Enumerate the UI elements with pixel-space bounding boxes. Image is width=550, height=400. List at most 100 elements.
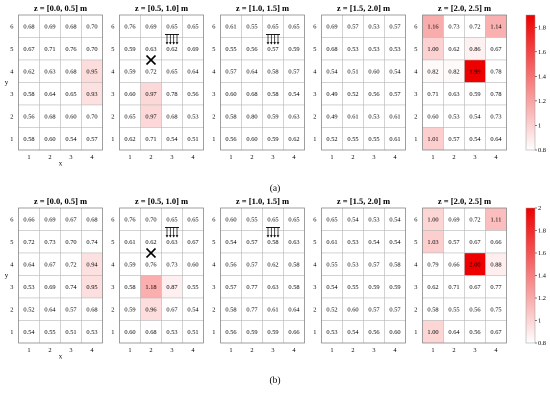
cell-value: 0.65 xyxy=(267,24,278,31)
cell-value: 0.77 xyxy=(490,284,502,291)
cell-value: 0.63 xyxy=(288,239,299,246)
cell-value: 0.61 xyxy=(347,114,358,121)
y-tick-label: 4 xyxy=(414,69,418,76)
x-tick-label: 1 xyxy=(128,154,131,161)
cell-value: 0.68 xyxy=(44,114,55,121)
cell-value: 0.54 xyxy=(326,69,338,76)
x-tick-label: 3 xyxy=(372,154,375,161)
cell-value: 0.56 xyxy=(23,114,34,121)
y-tick-label: 4 xyxy=(10,262,14,269)
cell-value: 0.68 xyxy=(166,114,177,121)
cell-value: 0.67 xyxy=(44,262,56,269)
cell-value: 1.14 xyxy=(490,24,502,31)
cell-value: 0.69 xyxy=(145,24,156,31)
cell-value: 0.67 xyxy=(490,329,502,336)
cell-value: 0.61 xyxy=(225,24,236,31)
panel-frame xyxy=(18,207,103,344)
cross-marker xyxy=(145,54,157,66)
cell-value: 0.70 xyxy=(145,217,156,224)
cell-value: 0.97 xyxy=(145,114,157,121)
colorbar-gradient xyxy=(525,207,536,344)
panel-title: z = [0.0, 0.5] m xyxy=(34,196,87,206)
cell-value: 0.53 xyxy=(347,46,358,53)
cell-value: 0.73 xyxy=(166,262,177,269)
y-tick-label: 3 xyxy=(111,91,114,98)
cell-value: 0.58 xyxy=(389,262,400,269)
cell-value: 0.72 xyxy=(65,262,76,269)
cell-value: 0.63 xyxy=(145,46,156,53)
x-tick-label: 4 xyxy=(393,347,397,354)
cell-value: 0.57 xyxy=(246,262,258,269)
y-tick-label: 6 xyxy=(313,217,316,224)
cell-value: 0.66 xyxy=(490,239,501,246)
cell-value: 0.60 xyxy=(225,217,236,224)
cell-value: 0.66 xyxy=(448,262,459,269)
x-axis-label: x xyxy=(59,353,63,361)
x-tick-label: 2 xyxy=(48,347,51,354)
cell-value: 0.55 xyxy=(44,329,55,336)
cell-value: 0.67 xyxy=(469,239,481,246)
cell-value: 0.54 xyxy=(389,217,401,224)
panel-title: z = [1.5, 2.0] m xyxy=(337,196,390,206)
x-tick-label: 2 xyxy=(452,154,455,161)
x-tick-label: 1 xyxy=(27,154,30,161)
cell-value: 0.69 xyxy=(448,217,459,224)
cell-value: 0.70 xyxy=(65,239,76,246)
cell-value: 0.56 xyxy=(246,46,257,53)
x-tick-label: 1 xyxy=(229,347,232,354)
cell-value: 0.54 xyxy=(347,217,359,224)
cell-value: 1.99 xyxy=(469,69,480,76)
cell-value: 0.62 xyxy=(166,46,177,53)
y-tick-label: 3 xyxy=(313,284,316,291)
cell-value: 0.56 xyxy=(368,329,379,336)
x-tick-label: 2 xyxy=(351,347,354,354)
cell-value: 0.56 xyxy=(469,329,480,336)
y-tick-label: 3 xyxy=(212,91,215,98)
cell-value: 0.64 xyxy=(246,69,258,76)
y-tick-label: 4 xyxy=(10,69,14,76)
x-tick-label: 2 xyxy=(452,347,455,354)
colorbar: 0.8 1 1.2 1.4 1.6 1.8 xyxy=(525,14,547,154)
cell-value: 1.00 xyxy=(427,217,438,224)
cell-value: 0.68 xyxy=(326,46,337,53)
x-tick-label: 1 xyxy=(330,347,333,354)
cell-value: 0.57 xyxy=(225,69,237,76)
x-axis-label: x xyxy=(59,160,63,168)
panel-frame xyxy=(422,14,507,151)
subfigure-caption: (b) xyxy=(269,375,280,386)
colorbar-gradient xyxy=(525,14,536,151)
colorbar-tick-label: 1.4 xyxy=(538,273,547,280)
cell-value: 0.68 xyxy=(246,91,257,98)
colorbar-tick-label: 1 xyxy=(538,318,541,325)
cell-value: 0.54 xyxy=(389,69,401,76)
cell-value: 0.69 xyxy=(44,284,55,291)
cell-value: 0.59 xyxy=(469,91,480,98)
cell-value: 0.58 xyxy=(288,284,299,291)
y-tick-label: 2 xyxy=(10,114,13,121)
subfigure-a: z = [0.0, 0.5] m 0.68 0.69 0.68 0.70 0.67 0.71… xyxy=(5,3,547,194)
cell-value: 0.96 xyxy=(145,307,156,314)
y-tick-label: 4 xyxy=(212,69,216,76)
cell-value: 0.82 xyxy=(427,69,438,76)
cell-value: 0.69 xyxy=(326,24,337,31)
x-tick-label: 2 xyxy=(149,154,152,161)
cell-value: 0.71 xyxy=(145,136,156,143)
cell-value: 0.55 xyxy=(187,284,198,291)
cell-value: 1.18 xyxy=(145,284,156,291)
cell-value: 0.57 xyxy=(225,284,237,291)
y-tick-label: 3 xyxy=(313,91,316,98)
x-tick-label: 2 xyxy=(250,347,253,354)
cell-value: 0.59 xyxy=(288,46,299,53)
cell-value: 0.58 xyxy=(427,307,438,314)
y-tick-label: 3 xyxy=(212,284,215,291)
x-tick-label: 3 xyxy=(473,154,476,161)
cell-value: 0.94 xyxy=(86,262,98,269)
cell-value: 0.57 xyxy=(448,136,460,143)
cell-value: 0.57 xyxy=(86,136,98,143)
y-tick-label: 4 xyxy=(313,262,317,269)
cell-value: 0.57 xyxy=(347,24,359,31)
cell-value: 0.64 xyxy=(44,91,56,98)
cell-value: 0.55 xyxy=(326,262,337,269)
cell-value: 0.72 xyxy=(145,69,156,76)
cell-value: 0.57 xyxy=(267,46,279,53)
